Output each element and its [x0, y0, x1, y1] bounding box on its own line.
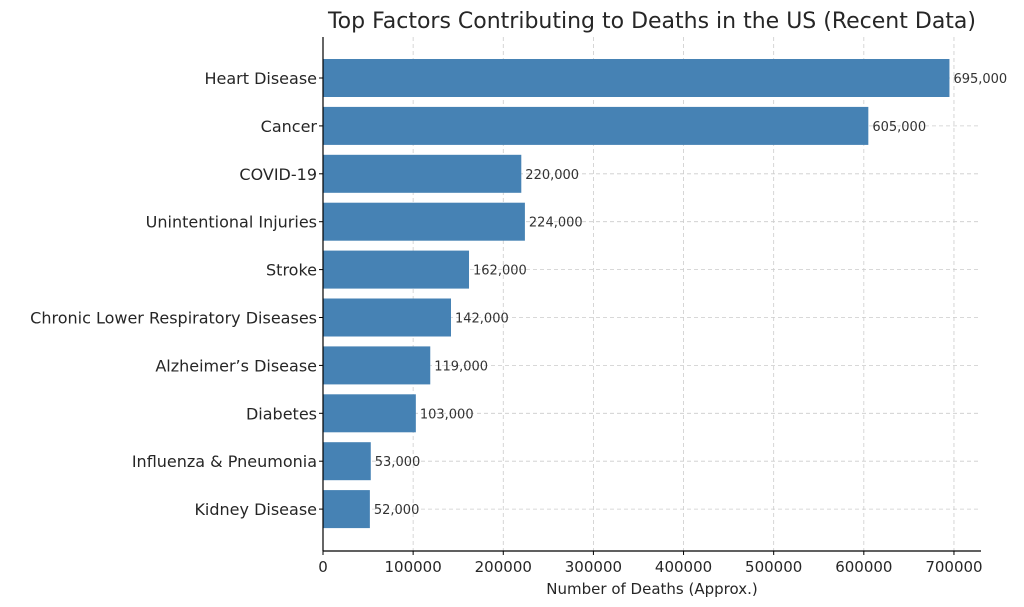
bar	[323, 490, 370, 529]
x-tick-label: 700000	[925, 558, 982, 576]
category-label: Heart Disease	[204, 69, 317, 88]
bars	[323, 59, 950, 529]
category-label: Stroke	[266, 261, 317, 280]
x-tick-label: 500000	[745, 558, 802, 576]
x-tick-label: 400000	[655, 558, 712, 576]
category-labels: Heart Disease Cancer COVID-19 Unintentional…	[30, 69, 317, 519]
x-tick-label: 200000	[475, 558, 532, 576]
bar	[323, 250, 470, 289]
chart-title: Top Factors Contributing to Deaths in th…	[327, 9, 976, 34]
x-tick-label: 300000	[565, 558, 622, 576]
bar-value-label: 162,000	[473, 264, 527, 279]
x-ticks: 0 100000 200000 300000 400000 500000 600000 700…	[318, 551, 983, 576]
x-tick-label: 100000	[385, 558, 442, 576]
category-label: Unintentional Injuries	[146, 213, 317, 232]
category-label: Influenza & Pneumonia	[132, 452, 317, 471]
axes	[319, 37, 981, 552]
category-label: Cancer	[261, 117, 318, 136]
bar-value-label: 220,000	[525, 168, 579, 183]
category-label: Alzheimer’s Disease	[155, 356, 317, 375]
x-tick-label: 0	[318, 558, 328, 576]
bar	[323, 154, 522, 193]
bar-value-label: 119,000	[434, 359, 488, 374]
bar-value-label: 142,000	[455, 312, 509, 327]
bar-value-label: 605,000	[872, 120, 926, 135]
x-tick-label: 600000	[835, 558, 892, 576]
bar	[323, 346, 431, 385]
bar	[323, 442, 371, 481]
value-labels: 695,000 605,000 220,000 224,000 162,000 142,0…	[374, 72, 1007, 518]
bar	[323, 298, 451, 337]
bar	[323, 59, 950, 97]
bar-value-label: 103,000	[420, 407, 474, 422]
bar	[323, 106, 869, 145]
category-label: COVID-19	[239, 165, 317, 184]
bar-value-label: 53,000	[375, 455, 421, 470]
bar	[323, 394, 416, 433]
category-label: Kidney Disease	[194, 500, 317, 519]
category-label: Chronic Lower Respiratory Diseases	[30, 309, 317, 328]
x-axis-title: Number of Deaths (Approx.)	[546, 580, 757, 598]
bar	[323, 202, 525, 241]
bar-value-label: 52,000	[374, 503, 420, 518]
bar-value-label: 695,000	[953, 72, 1007, 87]
bar-value-label: 224,000	[529, 216, 583, 231]
category-label: Diabetes	[246, 404, 317, 423]
